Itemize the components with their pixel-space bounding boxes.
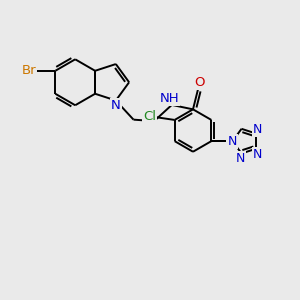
Text: Br: Br <box>22 64 36 77</box>
Text: N: N <box>253 148 262 160</box>
Text: O: O <box>194 76 205 89</box>
Text: N: N <box>227 135 237 148</box>
Text: N: N <box>111 99 121 112</box>
Text: N: N <box>253 123 262 136</box>
Text: NH: NH <box>160 92 179 105</box>
Text: Cl: Cl <box>143 110 156 124</box>
Text: N: N <box>235 152 245 165</box>
